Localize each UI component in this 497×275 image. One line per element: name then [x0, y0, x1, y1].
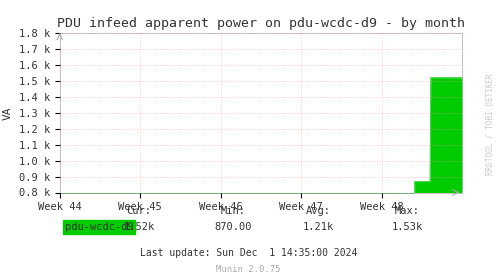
Y-axis label: VA: VA [3, 106, 13, 120]
Text: 1.21k: 1.21k [303, 222, 333, 232]
Text: Max:: Max: [395, 207, 420, 216]
Text: Min:: Min: [221, 207, 246, 216]
Title: PDU infeed apparent power on pdu-wcdc-d9 - by month: PDU infeed apparent power on pdu-wcdc-d9… [57, 17, 465, 31]
Text: RRDTOOL / TOBI OETIKER: RRDTOOL / TOBI OETIKER [486, 73, 495, 175]
Text: 1.52k: 1.52k [124, 222, 155, 232]
Text: Cur:: Cur: [127, 207, 152, 216]
Text: Last update: Sun Dec  1 14:35:00 2024: Last update: Sun Dec 1 14:35:00 2024 [140, 248, 357, 258]
Text: Munin 2.0.75: Munin 2.0.75 [216, 265, 281, 274]
Text: pdu-wcdc-d9: pdu-wcdc-d9 [65, 222, 133, 232]
Text: Avg:: Avg: [306, 207, 331, 216]
Text: 870.00: 870.00 [215, 222, 252, 232]
Text: 1.53k: 1.53k [392, 222, 423, 232]
